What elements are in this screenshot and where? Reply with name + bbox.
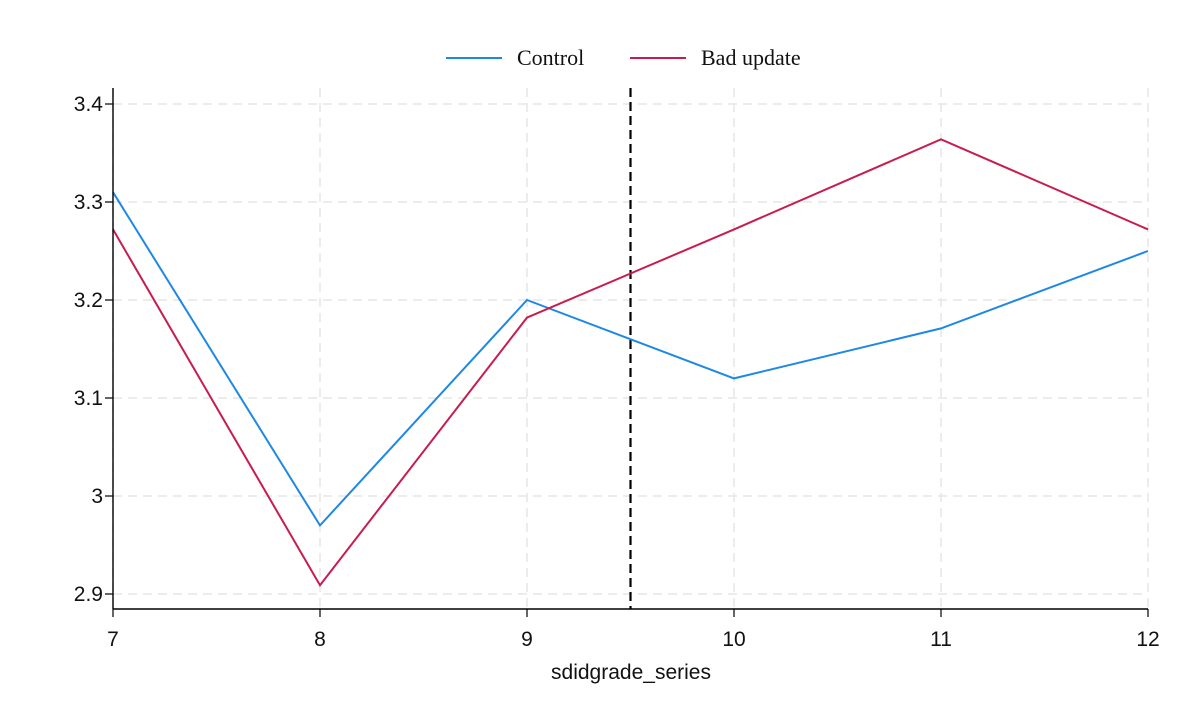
series-layer [112,138,1149,587]
x-tick-label: 10 [722,628,745,651]
x-tick-label: 12 [1136,628,1159,651]
series-line-control [112,191,1149,528]
y-tick-label: 3 [91,485,103,508]
x-tick-label: 8 [314,628,326,651]
legend-label: Bad update [701,45,801,70]
axes: 2.9 3 3.1 3.2 3.3 3.4 7 8 9 10 11 12 [74,88,1160,651]
x-axis-title: sdidgrade_series [551,661,711,684]
y-tick-label: 3.3 [74,191,103,214]
legend-label: Control [517,45,584,70]
y-tick-label: 3.1 [74,387,103,410]
series-line-bad-update [112,138,1149,587]
y-tick-label: 3.2 [74,289,103,312]
y-tick-label: 2.9 [74,583,103,606]
y-tick-label: 3.4 [74,93,104,116]
x-tick-label: 11 [930,628,952,651]
x-tick-label: 7 [107,628,119,651]
legend: Control Bad update [446,45,801,70]
x-tick-label: 9 [521,628,533,651]
